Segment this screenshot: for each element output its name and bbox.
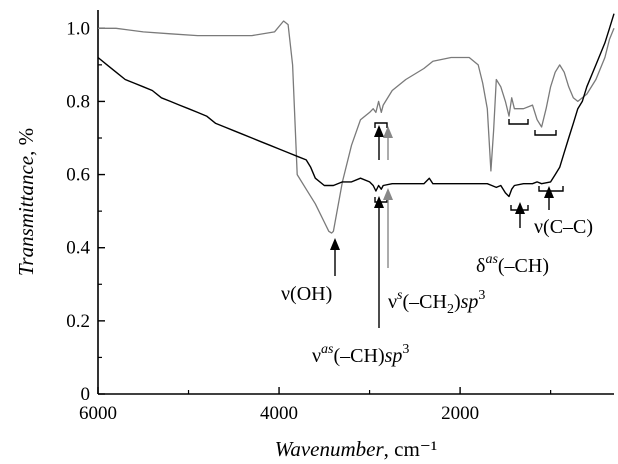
label-ch-def: δas(–CH) — [476, 252, 549, 277]
x-axis-title: Wavenumber, cm⁻¹ — [275, 437, 437, 461]
y-axis-label: Transmittance — [14, 156, 38, 276]
y-axis-unit-sep: , — [14, 145, 38, 156]
label-oh: ν(OH) — [281, 283, 332, 305]
arrowhead-ch-as-upper — [374, 125, 384, 137]
x-tick-label: 2000 — [441, 403, 479, 424]
x-tick-label: 6000 — [79, 403, 117, 424]
axis-ticks — [97, 27, 552, 395]
series-group — [97, 13, 615, 234]
arrowhead-ch2-s — [383, 188, 393, 200]
y-axis-title: Transmittance, % — [14, 128, 38, 276]
bracket-black-cc — [538, 186, 564, 192]
series-line-2 — [97, 13, 615, 198]
arrowhead-ch-as — [374, 196, 384, 208]
bracket-gray-cc — [534, 130, 557, 136]
x-axis-unit: cm⁻¹ — [394, 437, 437, 461]
bracket-gray-def — [508, 119, 529, 125]
x-axis-unit-sep: , — [384, 437, 395, 461]
y-axis-unit: % — [14, 128, 38, 146]
y-tick-label: 0.4 — [66, 238, 90, 259]
arrow-heads — [330, 125, 554, 250]
y-tick-label: 0.6 — [66, 165, 90, 186]
arrowhead-cc — [544, 186, 554, 198]
label-ch-as: νas(–CH)sp3 — [312, 342, 409, 367]
arrowhead-oh — [330, 238, 340, 250]
y-tick-label: 1.0 — [66, 18, 90, 39]
label-ch2-s: νs(–CH2)sp3 — [388, 288, 485, 317]
arrowhead-def — [515, 202, 525, 214]
series-line-1 — [98, 20, 615, 234]
annotation-markers — [334, 119, 564, 328]
bracket-gray-ch — [374, 122, 388, 128]
x-tick-label: 4000 — [260, 403, 298, 424]
y-tick-label: 0 — [81, 384, 91, 405]
y-tick-label: 0.2 — [66, 311, 90, 332]
label-cc: ν(C–C) — [534, 216, 593, 238]
axis-tick-labels: 0 0.2 0.4 0.6 0.8 1.0 6000 4000 2000 — [66, 18, 479, 424]
y-tick-label: 0.8 — [66, 91, 90, 112]
x-axis-label: Wavenumber — [275, 437, 385, 461]
arrowhead-ch2-s-upper — [383, 126, 393, 138]
